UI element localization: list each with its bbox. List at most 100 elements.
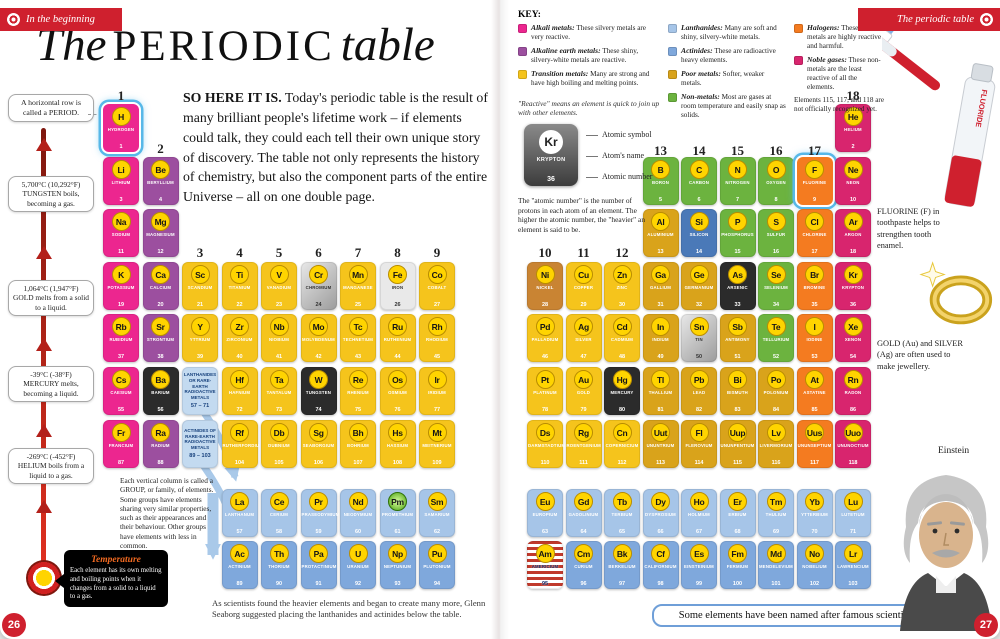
element-tile-es: Es EINSTEINIUM 99 [681,541,717,589]
element-number: 42 [315,354,322,360]
element-name: TERBIUM [611,512,633,517]
callout-temperature: -39°C (-38°F) [30,370,72,379]
group-number-14: 14 [692,143,706,158]
element-tile-nd: Nd NEODYMIUM 60 [340,489,376,537]
element-tile-te: Te TELLURIUM 52 [758,314,794,362]
element-tile-w: W TUNGSTEN 74 [300,367,337,415]
element-symbol: Xe [843,317,863,336]
element-number: 19 [117,302,125,308]
element-number: 7 [735,197,740,203]
element-symbol: Pa [309,544,328,563]
gold-silver-note: GOLD (Au) and SILVER (Ag) are often used… [877,339,963,371]
element-symbol: Pt [535,370,555,389]
key-item: Poor metals: Softer, weaker metals. [668,69,786,88]
element-tile-cu: Cu COPPER 29 [565,262,602,310]
element-name: VANADIUM [266,285,292,290]
element-name: BERYLLIUM [147,180,174,185]
element-tile-tc: Tc TECHNETIUM 43 [340,314,376,362]
gold-ring-illustration [919,261,993,325]
element-tile-co: Co COBALT 27 [419,262,455,310]
element-name: MANGANESE [343,285,373,290]
element-name: RADON [844,390,862,395]
element-number: 57 [236,529,243,535]
element-name: LANTHANUM [224,512,255,517]
element-name: TANTALUM [266,390,292,395]
element-tile-s: S SULFUR 16 [758,209,794,257]
element-number: 117 [810,460,819,466]
element-number: 61 [394,529,401,535]
element-tile-ba: Ba BARIUM 56 [142,367,179,415]
element-number: 36 [849,302,857,308]
key-item: Halogens: These non-metals are highly re… [794,23,886,51]
element-name: ASTATINE [803,390,826,395]
element-tile-rh: Rh RHODIUM 45 [419,314,455,362]
element-tile-i: I IODINE 53 [796,314,833,362]
element-tile-sc: Sc SCANDIUM 21 [182,262,218,310]
element-name: TECHNETIUM [342,337,374,342]
element-name: UNUNSEPTIUM [797,443,832,448]
element-tile-pr: Pr PRASEODYMIUM 59 [300,489,339,537]
element-name: UNUNOCTIUM [837,443,869,448]
thermometer-arrow-icon [36,424,52,437]
element-name: PHOSPHORUS [721,232,754,237]
key-swatch-transition [518,70,527,79]
element-tile-lv: Lv LIVERMORIUM 116 [758,420,794,468]
element-symbol: O [766,160,786,179]
element-number: 107 [353,460,363,466]
element-symbol: Po [766,370,786,389]
element-number: 74 [315,407,322,413]
key-swatch-noble [794,56,803,65]
element-symbol: Hg [612,370,632,389]
element-number: 82 [695,407,703,413]
element-name: ARSENIC [727,285,748,290]
page-title: The PERIODIC table [36,22,435,69]
element-tile-bh: Bh BOHRIUM 107 [340,420,376,468]
key-swatch-lanthanide [668,24,677,33]
element-symbol: Cf [651,544,670,563]
key-item: Alkali metals: These silvery metals are … [518,23,660,42]
element-tile-at: At ASTATINE 85 [796,367,833,415]
element-name: COPERNICIUM [605,443,639,448]
element-symbol: Gd [574,492,593,511]
element-tile-xe: Xe XENON 54 [835,314,871,362]
element-number: 15 [734,249,741,255]
element-tile-o: O OXYGEN 8 [758,157,794,205]
element-number: 6 [697,197,701,203]
element-number: 71 [849,529,857,535]
element-symbol: Cr [309,265,328,284]
key-item: Noble gases: These non-metals are the le… [794,55,886,92]
group-number-7: 7 [354,245,362,260]
element-symbol: Pr [309,492,328,511]
element-symbol: Np [388,544,407,563]
key-swatch-poor [668,70,677,79]
element-tile-pa: Pa PROTACTINIUM 91 [300,541,337,589]
element-symbol: Rg [574,423,593,442]
element-number: 80 [618,407,626,413]
element-name: CAESIUM [110,390,132,395]
einstein-photo [900,475,992,631]
element-name: CADMIUM [610,337,634,342]
element-name: MAGNESIUM [146,232,175,237]
element-number: 90 [275,581,283,587]
element-symbol: Ce [269,492,289,511]
title-table: table [340,19,435,71]
element-number: 54 [849,354,857,360]
element-number: 52 [772,354,780,360]
element-name: LITHIUM [111,180,131,185]
element-symbol: W [309,370,328,389]
element-symbol: Eu [535,492,555,511]
element-name: NOBELIUM [802,564,827,569]
element-tile-c: C CARBON 6 [681,157,717,205]
element-number: 109 [432,460,442,466]
element-tile-pm: Pm PROMETHIUM 61 [379,489,416,537]
group-number-12: 12 [615,245,629,260]
element-number: 21 [196,302,204,308]
key-column-3: Halogens: These non-metals are highly re… [794,23,886,120]
element-tile-mn: Mn MANGANESE 25 [340,262,376,310]
corner-label-right: The periodic table [897,14,974,25]
element-number: 60 [354,529,362,535]
element-tile-pb: Pb LEAD 82 [681,367,717,415]
sample-name: KRYPTON [536,157,566,163]
element-number: 13 [657,249,664,255]
element-name: NITROGEN [725,180,750,185]
